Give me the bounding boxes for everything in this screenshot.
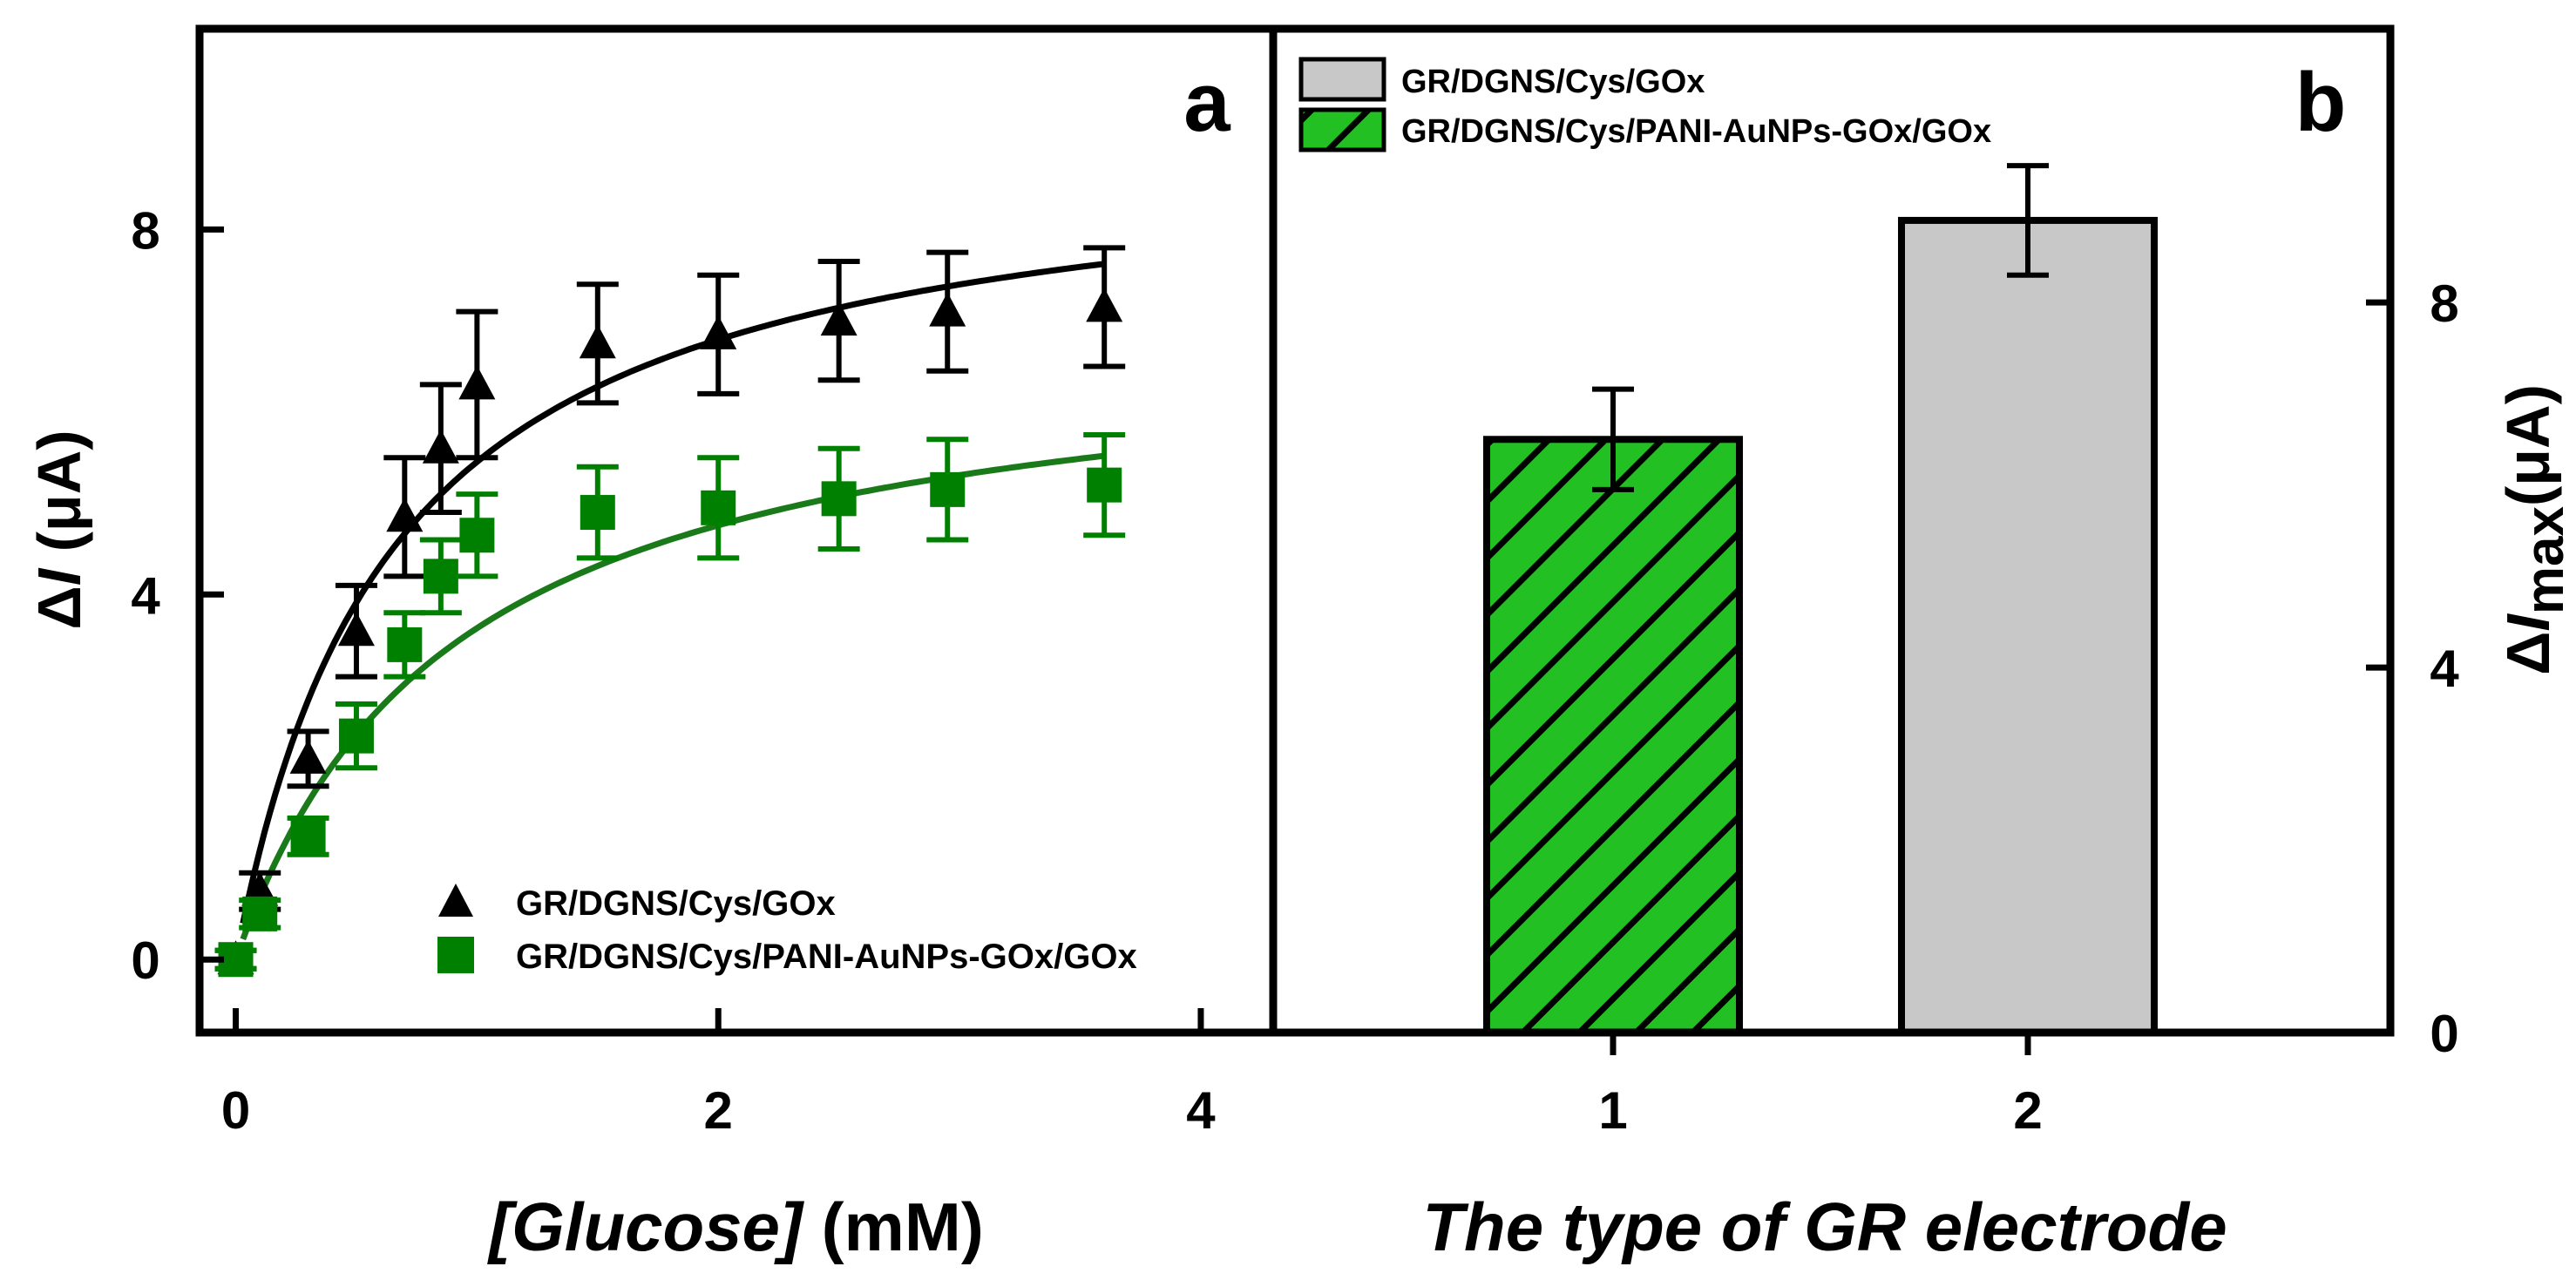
bar-1: [1483, 436, 1743, 1037]
marker-triangle: [386, 498, 424, 532]
fit-curve-2: [240, 452, 1105, 941]
marker-square: [580, 495, 615, 531]
panel-b-ylabel: ΔImax(μA): [2494, 384, 2575, 675]
panel-b-ylabel-var: I: [2494, 613, 2562, 632]
panel-b-ylabel-sub: max: [2515, 506, 2575, 615]
marker-triangle: [422, 429, 459, 464]
legend-a-label-2: GR/DGNS/Cys/PANI-AuNPs-GOx/GOx: [516, 938, 1137, 976]
panel-a: 0 2 4 0 4 8 a GR/DGNS/Cys/GOx GR/DGNS/Cys/PAN…: [25, 24, 1278, 1265]
panel-a-ylabel-delta: Δ: [25, 586, 93, 629]
marker-square: [338, 718, 374, 754]
panel-b-ytick-label: 0: [2430, 1005, 2458, 1063]
panel-a-legend: GR/DGNS/Cys/GOx GR/DGNS/Cys/PANI-AuNPs-G…: [437, 884, 1137, 976]
marker-square: [242, 896, 278, 931]
marker-square: [387, 626, 423, 662]
panel-a-xlabel-unit: (mM): [822, 1189, 984, 1265]
panel-b-ylabel-unit: (μA): [2494, 384, 2562, 506]
panel-b-ytick-label: 4: [2430, 640, 2459, 698]
panel-a-fit-curves: [240, 261, 1105, 941]
legend-a-marker-square: [437, 937, 474, 973]
marker-triangle: [929, 292, 966, 327]
marker-triangle: [289, 739, 327, 774]
panel-a-axes: 0 2 4 0 4 8: [131, 201, 1216, 1140]
legend-b-label-1: GR/DGNS/Cys/GOx: [1401, 64, 1705, 100]
panel-a-xtick-label: 2: [704, 1081, 733, 1140]
panel-a-frame: [195, 24, 1278, 1037]
panel-a-xlabel: [Glucose] (mM): [486, 1189, 984, 1265]
panel-a-ytick-label: 0: [131, 931, 159, 990]
marker-triangle: [820, 301, 858, 336]
marker-square: [459, 518, 495, 553]
panel-b-ylabel-delta: Δ: [2494, 632, 2562, 675]
panel-b-frame: [1269, 24, 2395, 1037]
panel-b-label: b: [2295, 56, 2347, 149]
panel-a-ylabel-var: I: [25, 567, 93, 586]
panel-b-legend: GR/DGNS/Cys/GOx GR/DGNS/Cys/PANI-AuNPs-G…: [1298, 57, 1991, 152]
legend-b-label-2: GR/DGNS/Cys/PANI-AuNPs-GOx/GOx: [1401, 113, 1991, 150]
panel-b-bars: [1483, 216, 2158, 1037]
marker-square: [423, 559, 458, 594]
panel-b-ytick-label: 8: [2430, 274, 2458, 333]
marker-triangle: [579, 324, 616, 359]
marker-square: [701, 490, 736, 525]
panel-b-xtick-label: 1: [1598, 1081, 1627, 1140]
legend-b-swatch-1: [1298, 57, 1386, 102]
panel-a-xtick-label: 0: [221, 1081, 250, 1140]
panel-b-error-bars: [1592, 163, 2049, 492]
fit-curve-1: [240, 261, 1105, 924]
marker-triangle: [337, 612, 375, 647]
panel-b-xlabel: The type of GR electrode: [1422, 1189, 2227, 1265]
panel-a-xlabel-italic: [Glucose]: [486, 1189, 805, 1265]
panel-a-markers: [217, 288, 1123, 978]
marker-square: [1087, 467, 1122, 503]
marker-triangle: [458, 365, 496, 400]
panel-a-ylabel-unit: (μA): [25, 430, 93, 552]
panel-a-ytick-label: 4: [131, 566, 160, 625]
panel-a-ylabel: ΔI (μA): [25, 430, 93, 629]
marker-triangle: [1086, 288, 1123, 322]
marker-square: [930, 471, 966, 507]
legend-a-label-1: GR/DGNS/Cys/GOx: [516, 884, 836, 923]
panel-a-xtick-label: 4: [1186, 1081, 1216, 1140]
marker-square: [218, 942, 254, 978]
legend-a-marker-triangle: [438, 884, 473, 917]
legend-b-swatch-2: [1298, 107, 1386, 152]
bar-2: [1898, 216, 2158, 1037]
panel-b-xtick-label: 2: [2013, 1081, 2042, 1140]
marker-square: [290, 818, 326, 854]
marker-square: [821, 481, 857, 517]
panel-a-label: a: [1183, 56, 1230, 149]
panel-a-ytick-label: 8: [131, 201, 159, 260]
marker-triangle: [700, 315, 737, 349]
